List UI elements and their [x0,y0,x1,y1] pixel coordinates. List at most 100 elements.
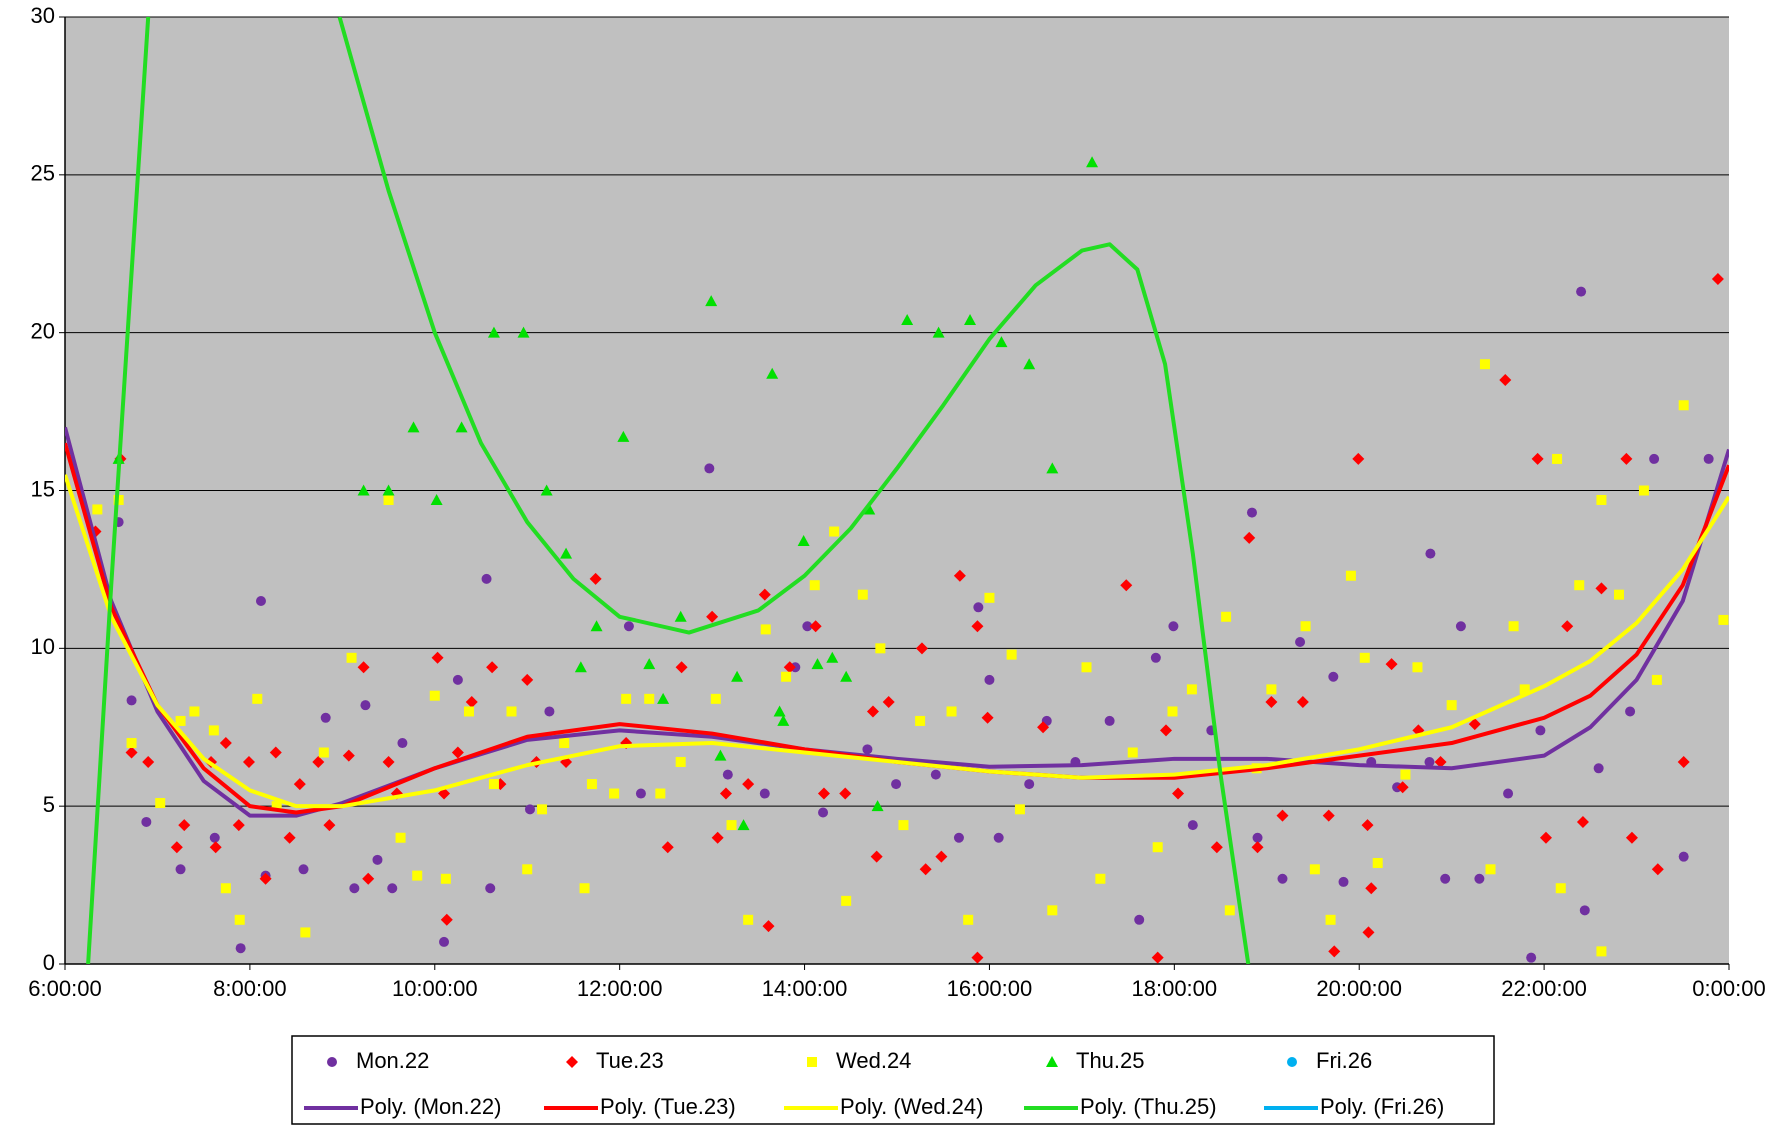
point [259,872,272,885]
point [866,705,879,718]
point [178,819,191,832]
point [1295,637,1306,648]
point [126,695,137,706]
point [875,643,886,654]
point [1167,706,1178,717]
point [1046,462,1059,474]
point [1037,721,1050,734]
point [1365,882,1378,895]
point [1485,864,1496,875]
point [840,670,853,682]
point [455,421,468,433]
point [758,588,771,601]
legend-label: Poly. (Mon.22) [360,1094,501,1119]
point [797,535,810,547]
point [586,779,597,790]
point [993,832,1004,843]
point [1187,820,1198,831]
point [395,832,406,843]
point [544,706,555,717]
point [1328,671,1339,682]
point [1276,809,1289,822]
point [1424,756,1435,767]
point [711,831,724,844]
point [342,749,355,762]
point [777,714,790,726]
point [726,820,737,831]
x-tick-label: 22:00:00 [1501,976,1587,1001]
point [981,711,994,724]
x-tick-label: 10:00:00 [392,976,478,1001]
point [439,936,450,947]
point [643,658,656,670]
point [1593,763,1604,774]
point [1677,755,1690,768]
point [372,854,383,865]
point [1338,876,1349,887]
point [487,326,500,338]
y-tick-label: 30 [31,3,55,28]
plot-marks [65,17,1729,964]
point [766,367,779,379]
point [220,883,231,894]
point [125,746,138,759]
point [984,592,995,603]
point [506,706,517,717]
point [485,883,496,894]
point [397,738,408,749]
point [623,621,634,632]
point [863,503,876,515]
point [141,816,152,827]
point [1265,695,1278,708]
point [1576,815,1589,828]
point [463,706,474,717]
point [1595,582,1608,595]
point [1625,706,1636,717]
point [1531,452,1544,465]
x-tick-label: 16:00:00 [947,976,1033,1001]
point [964,314,977,326]
point [481,573,492,584]
point [644,693,655,704]
point [362,872,375,885]
point [759,788,770,799]
point [1638,485,1649,496]
point [1434,755,1447,768]
point [312,755,325,768]
point [719,787,732,800]
point [1322,809,1335,822]
point [1152,842,1163,853]
point [349,883,360,894]
point [1086,156,1099,168]
point [517,326,530,338]
point [930,769,941,780]
legend-label: Poly. (Wed.24) [840,1094,983,1119]
point [1309,864,1320,875]
point [1711,273,1724,286]
point [1221,611,1232,622]
point [675,756,686,767]
point [841,895,852,906]
point [252,693,263,704]
point [255,595,266,606]
point [971,951,984,964]
point [1703,453,1714,464]
point [704,463,715,474]
point [963,914,974,925]
point [1246,507,1257,518]
x-tick-label: 6:00:00 [28,976,101,1001]
point [1150,652,1161,663]
point [1361,819,1374,832]
point [737,819,750,831]
x-tick-label: 12:00:00 [577,976,663,1001]
point [1300,621,1311,632]
point [429,690,440,701]
point [1576,286,1587,297]
point [891,779,902,790]
trendline [65,474,1729,809]
point [155,798,166,809]
point [1252,832,1263,843]
point [743,914,754,925]
point [870,850,883,863]
point [674,610,687,622]
